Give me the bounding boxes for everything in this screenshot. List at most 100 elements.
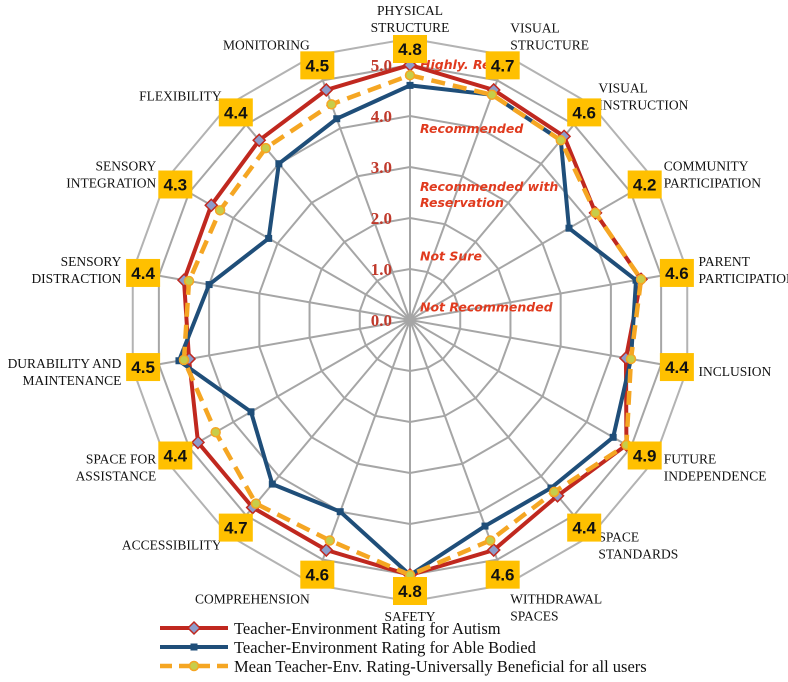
series-point [333,115,341,123]
grid-spoke [409,319,592,537]
series-point [205,281,213,289]
axis-label: SPACE FOR ASSISTANCE [76,452,157,484]
value-badge: 4.6 [485,560,520,589]
legend-label: Teacher-Environment Rating for Autism [234,619,501,638]
rating-label: Not Recommended [420,299,554,314]
radial-tick-label: 2.0 [371,209,392,228]
value-badge-box [126,258,161,287]
axis-label: COMPREHENSION [195,591,310,606]
axis-label: PHYSICAL STRUCTURE [371,3,450,35]
value-badge: 4.4 [158,441,193,470]
value-badge-text: 4.7 [224,519,248,538]
value-badge-text: 4.5 [131,358,155,377]
value-badge: 4.4 [567,513,602,542]
value-badge: 4.5 [300,51,335,80]
series-point [204,198,219,213]
value-badge: 4.6 [300,560,335,589]
value-badge: 4.4 [218,98,253,127]
value-badge-box [567,513,602,542]
series-point [565,224,573,232]
series-point [555,135,567,146]
series-point [486,542,501,558]
rating-labels: Not Recommended Not Sure Recommended with R… [420,57,558,314]
value-badge-box [218,98,253,127]
axis-label: COMMUNITY PARTICIPATION [664,159,761,191]
value-badge: 4.4 [126,258,161,287]
grid-spoke [409,319,688,370]
series-point [404,69,416,81]
value-badge-text: 4.8 [398,582,422,601]
value-badge-text: 4.9 [633,447,657,466]
value-badge-text: 4.4 [665,358,689,377]
radial-tick-labels: 0.01.02.03.04.05.0 [371,56,392,330]
series-point [210,426,221,438]
series-point [247,408,255,416]
legend-marker [190,643,198,651]
value-badge: 4.6 [659,258,694,287]
grid-spoke [409,178,655,321]
value-badge-text: 4.5 [305,56,329,75]
series-point [190,435,206,450]
axis-label: WITHDRAWAL SPACES [510,591,602,623]
legend: Teacher-Environment Rating for AutismTea… [160,619,647,676]
axis-label: FUTURE INDEPENDENCE [664,452,767,484]
series-point [183,275,195,287]
series-point [214,205,226,216]
value-badge-box [567,98,602,127]
axis-label: SAFETY [384,609,435,624]
value-badge: 4.4 [659,353,694,382]
value-badge: 4.9 [627,441,662,470]
legend-item: Teacher-Environment Rating for Able Bodi… [160,638,537,657]
value-badge-text: 4.4 [131,264,155,283]
radial-tick-label: 3.0 [371,158,392,177]
rating-label: Recommended with Reservation [420,179,558,210]
series-point [319,82,334,98]
radial-tick-label: 4.0 [371,107,392,126]
series-point [548,486,560,498]
value-badge: 4.7 [218,513,253,542]
axis-label: MONITORING [223,38,310,53]
legend-item: Mean Teacher-Env. Rating-Universally Ben… [160,657,647,676]
value-badge: 4.6 [567,98,602,127]
value-badge-box [659,353,694,382]
series-point [265,234,273,242]
value-badge-text: 4.8 [398,40,422,59]
value-badge: 4.3 [158,170,193,199]
grid-spoke [165,319,411,462]
axis-label: FLEXIBILITY [139,89,222,104]
radial-tick-label: 1.0 [371,260,392,279]
value-badge-box [393,577,427,605]
series-point [406,81,414,89]
value-badge-text: 4.4 [163,447,187,466]
value-badge-text: 4.3 [163,176,187,195]
legend-marker [188,660,200,672]
series-point [635,274,647,285]
value-badge-box [485,51,520,80]
series-point [319,542,334,558]
series-point [324,535,336,546]
series-point [484,535,496,546]
value-badge: 4.2 [627,170,662,199]
series-point [275,160,283,168]
value-badge-box [300,51,335,80]
rating-label: Recommended [420,121,524,136]
axis-labels: PHYSICAL STRUCTURE VISUAL STRUCTURE VISUAL IN… [8,3,788,624]
value-badge-text: 4.6 [491,566,515,585]
series-point [252,133,267,148]
value-badge-text: 4.6 [572,103,596,122]
radial-tick-label: 0.0 [371,311,392,330]
value-badge-text: 4.4 [572,519,596,538]
legend-label: Teacher-Environment Rating for Able Bodi… [234,638,537,657]
axis-label: SENSORY DISTRACTION [31,254,121,286]
value-badge-box [485,560,520,589]
series-point [260,142,272,154]
value-badge-box [627,441,662,470]
value-badge: 4.7 [485,51,520,80]
legend-label: Mean Teacher-Env. Rating-Universally Ben… [234,657,647,676]
value-badge: 4.8 [393,577,427,605]
value-badge-box [158,441,193,470]
axis-label: PARENT PARTICIPATION [699,254,788,286]
series-point [178,354,190,366]
series-point [250,498,262,509]
